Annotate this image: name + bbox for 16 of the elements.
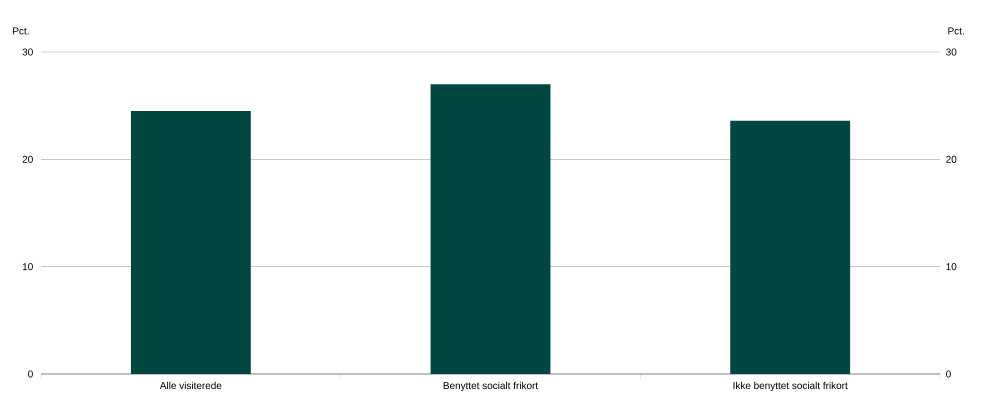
y2-tick-label: 0 <box>946 370 951 378</box>
y2-tick-label: 20 <box>946 156 956 163</box>
bar <box>730 120 850 374</box>
x-tick-label: Ikke benyttet socialt frikort <box>734 382 848 392</box>
bar <box>430 84 550 374</box>
x-tick-label: Alle visiterede <box>160 382 222 390</box>
y-tick-label: 30 <box>22 48 33 56</box>
y-axis-title: Pct. <box>13 28 29 34</box>
bar <box>130 111 251 374</box>
y2-tick-label: 10 <box>946 263 956 270</box>
x-tick-label: Benyttet socialt frikort <box>444 382 538 392</box>
y-tick-label: 20 <box>22 156 33 163</box>
y-tick-label: 0 <box>28 370 33 378</box>
y-tick-label: 10 <box>22 263 33 270</box>
y2-axis-title: Pct. <box>948 28 964 34</box>
y2-tick-label: 30 <box>946 48 956 56</box>
